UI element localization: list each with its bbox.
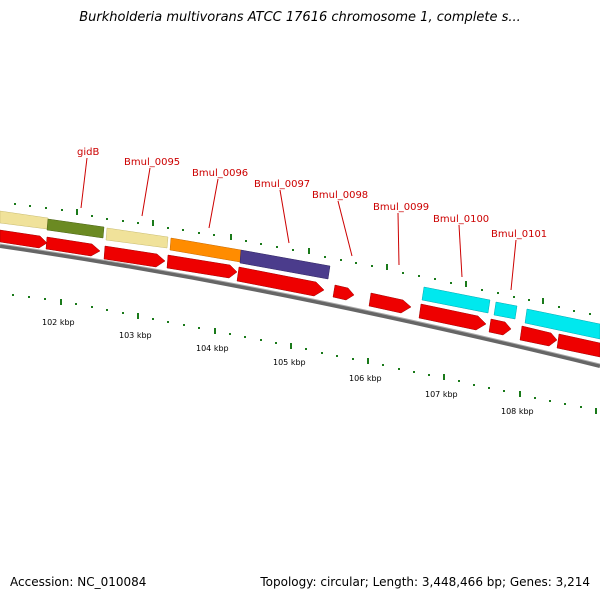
chromosome-backbone xyxy=(0,244,600,368)
gene-block-bmul-0095[interactable] xyxy=(105,227,169,249)
map-title: Burkholderia multivorans ATCC 17616 chro… xyxy=(79,10,521,25)
gene-leader-lines xyxy=(80,157,517,291)
cds-arrow[interactable] xyxy=(418,303,487,331)
gene-label-bmul-0096[interactable]: Bmul_0096 xyxy=(192,168,248,179)
cds-arrow[interactable] xyxy=(556,333,600,358)
cds-arrow[interactable] xyxy=(45,236,101,257)
kbp-labels: 102 kbp 103 kbp 104 kbp 105 kbp 106 kbp … xyxy=(42,318,534,416)
gene-labels: gidB Bmul_0095 Bmul_0096 Bmul_0097 Bmul_… xyxy=(77,147,547,240)
kbp-label: 103 kbp xyxy=(119,331,152,340)
gene-label-bmul-0101[interactable]: Bmul_0101 xyxy=(491,229,547,240)
accession-text: Accession: NC_010084 xyxy=(10,575,147,589)
kbp-label: 108 kbp xyxy=(501,407,534,416)
kbp-label: 106 kbp xyxy=(349,374,382,383)
topology-summary: Topology: circular; Length: 3,448,466 bp… xyxy=(260,575,590,589)
gene-label-bmul-0095[interactable]: Bmul_0095 xyxy=(124,157,180,168)
kbp-label: 104 kbp xyxy=(196,344,229,353)
gene-label-bmul-0100[interactable]: Bmul_0100 xyxy=(433,214,489,225)
annotation-track xyxy=(0,210,600,340)
cds-track xyxy=(0,229,600,358)
kbp-label: 105 kbp xyxy=(273,358,306,367)
cds-arrow[interactable] xyxy=(236,266,325,297)
gene-label-bmul-0097[interactable]: Bmul_0097 xyxy=(254,179,310,190)
cds-arrow[interactable] xyxy=(166,254,238,279)
cds-arrow[interactable] xyxy=(519,325,558,347)
gene-block-gidb[interactable] xyxy=(46,218,105,239)
kbp-label: 107 kbp xyxy=(425,390,458,399)
cds-arrow[interactable] xyxy=(103,245,166,268)
cds-arrow[interactable] xyxy=(488,318,512,336)
cds-arrow[interactable] xyxy=(332,284,355,301)
cds-arrow[interactable] xyxy=(0,229,48,249)
gene-label-gidb[interactable]: gidB xyxy=(77,147,99,158)
gene-block-khaki[interactable] xyxy=(0,210,49,230)
outer-tick-track xyxy=(12,294,597,414)
gene-label-bmul-0098[interactable]: Bmul_0098 xyxy=(312,190,368,201)
gene-block-bmul-0101[interactable] xyxy=(524,308,600,340)
gene-block-bmul-0100a[interactable] xyxy=(421,286,491,314)
inner-tick-track xyxy=(14,203,591,315)
cds-arrow[interactable] xyxy=(368,292,412,314)
gene-block-bmul-0100b[interactable] xyxy=(493,301,518,320)
gene-block-bmul-0097[interactable] xyxy=(239,249,331,280)
gene-label-bmul-0099[interactable]: Bmul_0099 xyxy=(373,202,429,213)
kbp-label: 102 kbp xyxy=(42,318,75,327)
